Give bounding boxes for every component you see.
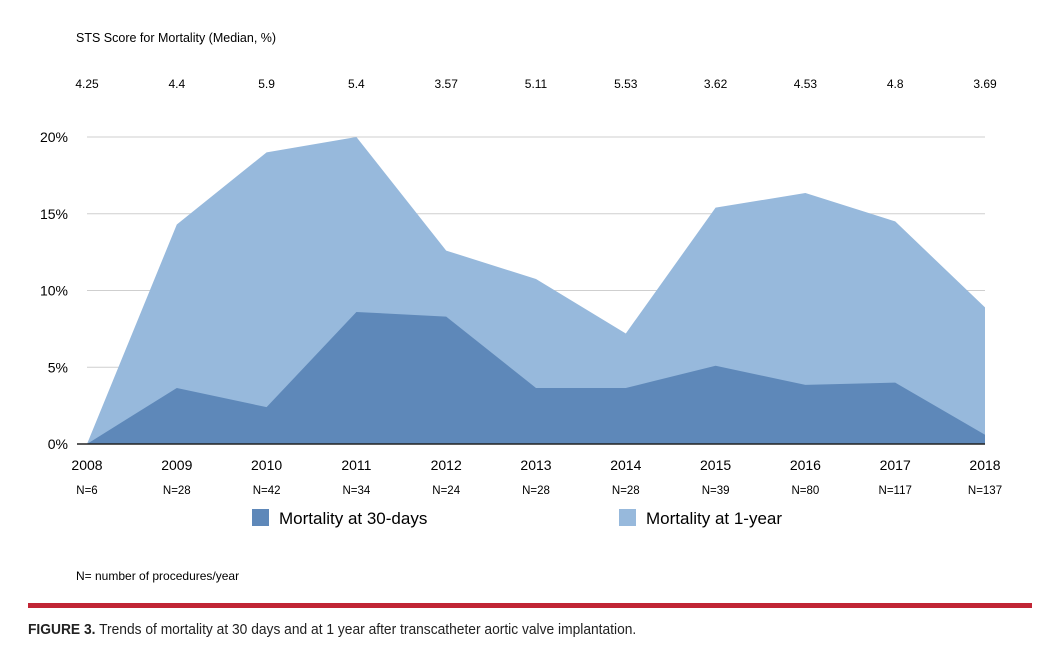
sts-value: 5.11 <box>525 77 548 91</box>
sts-value: 3.57 <box>435 77 459 91</box>
figure-caption: FIGURE 3. Trends of mortality at 30 days… <box>28 621 636 638</box>
caption-divider <box>28 603 1032 608</box>
caption-label: FIGURE 3. <box>28 621 96 638</box>
n-label: N=117 <box>879 485 912 497</box>
legend-label: Mortality at 30-days <box>279 509 427 528</box>
n-label: N=24 <box>432 485 460 497</box>
caption-text: Trends of mortality at 30 days and at 1 … <box>95 621 637 638</box>
n-label: N=28 <box>612 485 640 497</box>
y-tick-label: 5% <box>48 359 68 375</box>
area-mortality-at-30-days <box>87 311 985 444</box>
x-tick-label: 2018 <box>969 457 1000 473</box>
sts-title: STS Score for Mortality (Median, %) <box>76 31 276 45</box>
sts-value: 5.9 <box>258 77 275 91</box>
x-tick-label: 2008 <box>71 457 102 473</box>
n-label: N=42 <box>253 485 281 497</box>
x-tick-label: 2016 <box>790 457 821 473</box>
legend-swatch <box>619 509 636 526</box>
sts-value: 5.4 <box>348 77 365 91</box>
y-tick-label: 10% <box>40 283 68 299</box>
sts-value: 5.53 <box>614 77 638 91</box>
footnote: N= number of procedures/year <box>76 569 239 583</box>
n-label: N=137 <box>968 485 1002 497</box>
x-tick-label: 2013 <box>520 457 551 473</box>
sts-value: 3.62 <box>704 77 728 91</box>
legend-swatch <box>252 509 269 526</box>
sts-value: 3.69 <box>973 77 997 91</box>
n-label: N=28 <box>163 485 191 497</box>
y-tick-label: 0% <box>48 436 68 452</box>
y-tick-label: 20% <box>40 129 68 145</box>
x-tick-label: 2012 <box>431 457 462 473</box>
sts-value: 4.53 <box>794 77 818 91</box>
x-tick-label: 2015 <box>700 457 731 473</box>
n-label: N=6 <box>76 485 97 497</box>
legend-label: Mortality at 1-year <box>646 509 782 528</box>
x-tick-label: 2009 <box>161 457 192 473</box>
x-tick-label: 2014 <box>610 457 641 473</box>
x-tick-label: 2011 <box>341 457 371 473</box>
x-tick-label: 2017 <box>880 457 911 473</box>
mortality-area-chart: STS Score for Mortality (Median, %) 0% 5%… <box>40 31 1002 583</box>
n-label: N=80 <box>791 485 819 497</box>
n-label: N=34 <box>342 485 370 497</box>
sts-value: 4.4 <box>168 77 185 91</box>
sts-value: 4.25 <box>75 77 99 91</box>
y-tick-label: 15% <box>40 206 68 222</box>
n-label: N=39 <box>702 485 730 497</box>
sts-value: 4.8 <box>887 77 904 91</box>
x-tick-label: 2010 <box>251 457 282 473</box>
n-label: N=28 <box>522 485 550 497</box>
